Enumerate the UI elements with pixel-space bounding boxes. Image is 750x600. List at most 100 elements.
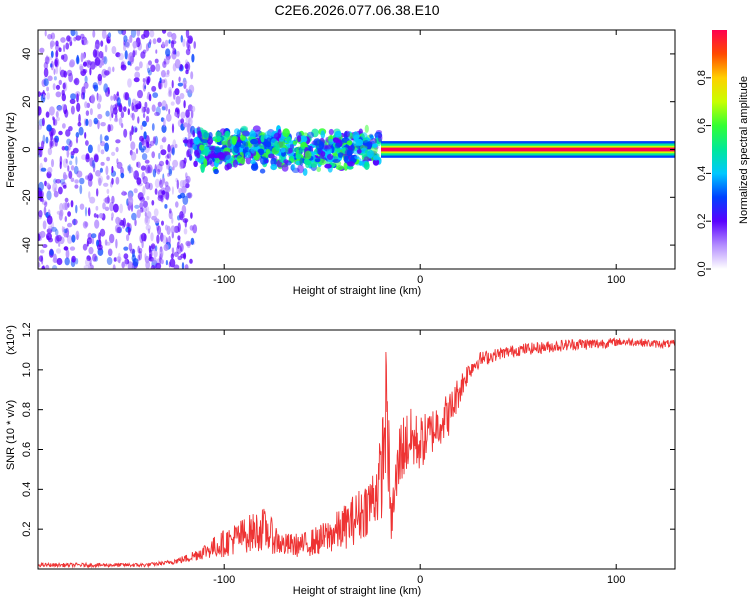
heatmap-cell [123, 253, 129, 260]
heatmap-cell [50, 226, 57, 232]
heatmap-cell [157, 101, 162, 108]
heatmap-cell [54, 57, 60, 68]
heatmap-cell [304, 150, 312, 160]
heatmap-cell [67, 222, 73, 228]
heatmap-cell [141, 239, 144, 249]
heatmap-cell [179, 92, 185, 100]
heatmap-cell [42, 244, 48, 248]
colorbar: 0.0 0.2 0.4 0.6 0.8 Normalized spectral ampl… [696, 30, 750, 277]
heatmap-cell [115, 146, 119, 153]
heatmap-cell [128, 166, 134, 173]
spectrogram-plot: -100 0 100 -40 -20 0 20 40 Height of straight … [5, 29, 676, 297]
heatmap-cell [171, 80, 174, 89]
y-tick-label: 1.0 [21, 362, 33, 377]
heatmap-cell [168, 235, 171, 245]
heatmap-cell [69, 140, 73, 148]
heatmap-cell [67, 211, 71, 217]
heatmap-cell [182, 179, 186, 188]
heatmap-cell [157, 189, 164, 199]
heatmap-cell [89, 157, 94, 167]
heatmap-cell [130, 141, 136, 151]
heatmap-cell [179, 211, 184, 221]
heatmap-cell [73, 165, 79, 175]
heatmap-cell [134, 219, 137, 227]
heatmap-cell [373, 155, 379, 161]
heatmap-cell [75, 35, 82, 41]
heatmap-cell [287, 147, 294, 154]
heatmap-cell [107, 248, 113, 257]
heatmap-cell [65, 42, 70, 50]
heatmap-cell [369, 133, 374, 138]
heatmap-cell [162, 30, 167, 34]
heatmap-cell [63, 232, 67, 238]
heatmap-cell [189, 258, 193, 264]
heatmap-cell [316, 147, 322, 155]
heatmap-cell [177, 255, 183, 261]
heatmap-cell [55, 179, 62, 184]
heatmap-cell [104, 44, 108, 53]
heatmap-cell [51, 158, 54, 168]
heatmap-cell [281, 164, 289, 172]
heatmap-cell [46, 215, 53, 225]
heatmap-cell [185, 240, 191, 247]
heatmap-cell [70, 177, 75, 182]
heatmap-cell [63, 70, 67, 78]
heatmap-cell [64, 109, 69, 118]
heatmap-cell [297, 164, 304, 174]
heatmap-cell [55, 64, 59, 75]
heatmap-cell [115, 176, 120, 185]
heatmap-cell [354, 155, 360, 160]
heatmap-cell [93, 213, 97, 218]
heatmap-cell [127, 52, 133, 63]
heatmap-cell [179, 64, 183, 70]
heatmap-cell [88, 172, 93, 182]
heatmap-cell [38, 181, 44, 192]
heatmap-cell [169, 151, 172, 162]
heatmap-cell [98, 177, 102, 186]
heatmap-cell [116, 226, 121, 234]
heatmap-cell [136, 30, 141, 37]
heatmap-cell [152, 136, 156, 144]
heatmap-cell [177, 82, 184, 87]
heatmap-cell [93, 117, 99, 125]
heatmap-cell [340, 139, 345, 145]
heatmap-cell [160, 70, 166, 78]
heatmap-cell [189, 225, 194, 231]
heatmap-cell [74, 179, 79, 184]
heatmap-cell [46, 182, 50, 188]
heatmap-cell [79, 203, 85, 210]
heatmap-cell [170, 101, 175, 106]
heatmap-cell [116, 91, 119, 96]
heatmap-cell [83, 265, 90, 269]
heatmap-cell [111, 151, 116, 156]
heatmap-cell [250, 159, 256, 165]
heatmap-cell [170, 253, 174, 260]
heatmap-cell [356, 149, 362, 154]
heatmap-cell [200, 163, 205, 173]
heatmap-cell [183, 100, 186, 109]
heatmap-cell [281, 151, 287, 157]
heatmap-cell [239, 139, 246, 149]
heatmap-cell [127, 261, 133, 269]
heatmap-cell [166, 225, 171, 235]
heatmap-cell [168, 165, 173, 175]
heatmap-cell [144, 101, 148, 109]
heatmap-cell [99, 228, 106, 237]
heatmap-cell [334, 142, 341, 149]
heatmap-cell [145, 115, 150, 123]
heatmap-cell [129, 55, 134, 63]
heatmap-cell [82, 69, 88, 74]
heatmap-cell [51, 142, 57, 147]
heatmap-cell [43, 78, 49, 87]
heatmap-cell [159, 144, 164, 150]
heatmap-cell [64, 216, 68, 222]
x-tick-label: 0 [417, 274, 423, 286]
heatmap-cell [162, 235, 167, 244]
heatmap-cell [183, 157, 187, 164]
heatmap-cell [142, 185, 146, 196]
heatmap-cell [141, 153, 148, 161]
heatmap-cell [65, 249, 70, 259]
heatmap-cell [124, 257, 128, 267]
heatmap-cell [133, 77, 140, 83]
heatmap-cell [58, 186, 63, 195]
